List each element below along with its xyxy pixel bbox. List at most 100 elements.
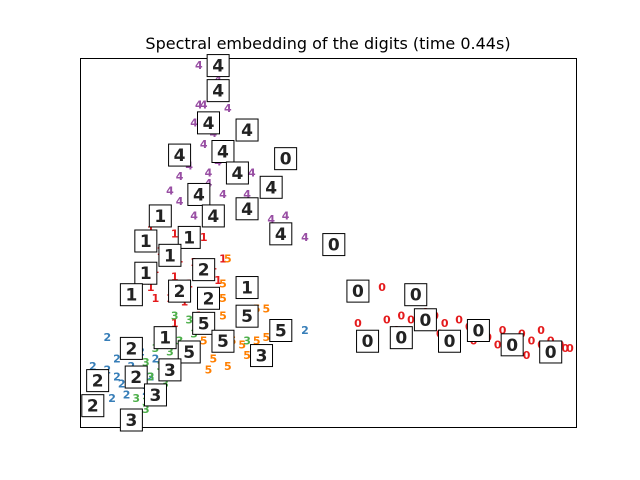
thumbnail-digit-glyph: 1 xyxy=(140,264,152,284)
thumbnail-digit-glyph: 4 xyxy=(193,185,205,205)
thumbnail-digit-glyph: 4 xyxy=(275,225,287,245)
point-digit-2: 2 xyxy=(301,324,309,337)
thumbnail-3: 3 xyxy=(119,408,143,432)
thumbnail-digit-glyph: 2 xyxy=(174,282,186,302)
thumbnail-5: 5 xyxy=(235,304,259,328)
thumbnail-digit-glyph: 0 xyxy=(444,332,456,352)
thumbnail-4: 4 xyxy=(259,175,283,199)
thumbnail-digit-glyph: 5 xyxy=(183,343,195,363)
thumbnail-frame xyxy=(119,336,143,360)
point-digit-5: 5 xyxy=(253,335,261,348)
thumbnail-frame xyxy=(81,394,105,418)
thumbnail-frame xyxy=(356,329,380,353)
thumbnail-digit-glyph: 2 xyxy=(203,289,215,309)
point-digit-5: 5 xyxy=(224,360,232,373)
point-digit-3: 3 xyxy=(185,313,193,326)
thumbnail-2: 2 xyxy=(119,336,143,360)
thumbnail-1: 1 xyxy=(235,276,259,300)
point-digit-4: 4 xyxy=(195,59,203,72)
thumbnail-1: 1 xyxy=(177,225,201,249)
thumbnail-4: 4 xyxy=(168,143,192,167)
thumbnail-4: 4 xyxy=(206,79,230,103)
point-digit-5: 5 xyxy=(219,310,227,323)
thumbnail-digit-glyph: 5 xyxy=(241,307,253,327)
point-digit-0: 0 xyxy=(354,317,362,330)
thumbnail-frame xyxy=(235,118,259,142)
point-digit-2: 2 xyxy=(89,360,97,373)
point-digit-5: 5 xyxy=(219,292,227,305)
thumbnail-digit-glyph: 1 xyxy=(159,329,171,349)
thumbnail-digit-glyph: 4 xyxy=(212,57,224,77)
point-digit-3: 3 xyxy=(243,335,251,348)
point-digit-2: 2 xyxy=(103,331,111,344)
thumbnail-frame xyxy=(539,340,563,364)
thumbnail-digit-glyph: 4 xyxy=(241,121,253,141)
thumbnail-frame xyxy=(269,319,293,342)
point-digit-5: 5 xyxy=(263,303,271,316)
thumbnail-frame xyxy=(269,222,293,246)
thumbnail-digit-glyph: 3 xyxy=(256,347,268,367)
thumbnail-digit-glyph: 4 xyxy=(217,143,229,163)
thumbnail-0: 0 xyxy=(413,308,437,332)
thumbnail-4: 4 xyxy=(206,54,230,78)
point-digit-2: 2 xyxy=(113,371,121,384)
point-digit-3: 3 xyxy=(147,371,155,384)
thumbnail-1: 1 xyxy=(134,261,158,285)
point-digit-4: 4 xyxy=(301,231,309,244)
thumbnail-0: 0 xyxy=(466,319,490,342)
thumbnail-digit-glyph: 0 xyxy=(395,329,407,349)
thumbnail-frame xyxy=(225,161,249,185)
thumbnail-5: 5 xyxy=(269,319,293,342)
point-digit-2: 2 xyxy=(108,392,116,405)
thumbnail-3: 3 xyxy=(158,358,182,382)
point-digit-4: 4 xyxy=(219,188,227,201)
thumbnail-frame xyxy=(86,369,110,393)
thumbnail-digit-glyph: 1 xyxy=(154,207,166,227)
point-digit-3: 3 xyxy=(171,310,179,323)
thumbnail-frame xyxy=(134,229,158,253)
point-digit-2: 2 xyxy=(152,353,160,366)
point-digit-0: 0 xyxy=(383,313,391,326)
thumbnail-3: 3 xyxy=(143,383,167,407)
thumbnail-0: 0 xyxy=(539,340,563,364)
point-digit-0: 0 xyxy=(561,342,569,355)
point-digit-4: 4 xyxy=(190,209,198,222)
thumbnail-1: 1 xyxy=(119,283,143,307)
thumbnail-frame xyxy=(235,197,259,221)
thumbnail-frame xyxy=(404,283,428,307)
thumbnail-0: 0 xyxy=(404,283,428,307)
point-digit-0: 0 xyxy=(494,338,502,351)
point-digit-0: 0 xyxy=(528,335,536,348)
thumbnail-digit-glyph: 0 xyxy=(362,332,374,352)
point-digit-4: 4 xyxy=(200,138,208,151)
thumbnail-frame xyxy=(250,344,274,368)
thumbnail-frame xyxy=(177,340,201,364)
point-digit-5: 5 xyxy=(219,277,227,290)
point-digit-0: 0 xyxy=(441,317,449,330)
chart-title: Spectral embedding of the digits (time 0… xyxy=(145,34,510,53)
thumbnail-1: 1 xyxy=(134,229,158,253)
thumbnail-1: 1 xyxy=(153,326,177,350)
point-digit-5: 5 xyxy=(205,363,213,376)
thumbnail-digit-glyph: 1 xyxy=(125,286,137,306)
thumbnail-frame xyxy=(235,276,259,300)
point-digit-4: 4 xyxy=(200,98,208,111)
point-digit-5: 5 xyxy=(209,353,217,366)
thumbnail-frame xyxy=(177,225,201,249)
point-digit-4: 4 xyxy=(243,188,251,201)
thumbnail-frame xyxy=(124,365,148,389)
point-digit-5: 5 xyxy=(238,338,246,351)
thumbnail-frame xyxy=(206,54,230,78)
thumbnail-4: 4 xyxy=(211,140,235,163)
thumbnail-1: 1 xyxy=(148,204,172,228)
thumbnail-frame xyxy=(153,326,177,350)
thumbnail-digit-glyph: 0 xyxy=(352,282,364,302)
thumbnail-digit-glyph: 3 xyxy=(150,386,162,406)
thumbnail-0: 0 xyxy=(438,329,461,353)
point-digit-4: 4 xyxy=(195,98,203,111)
point-digit-0: 0 xyxy=(407,313,415,326)
thumbnail-frame xyxy=(158,243,182,267)
thumbnail-4: 4 xyxy=(201,204,225,228)
thumbnail-frame xyxy=(134,261,158,285)
point-digit-2: 2 xyxy=(123,388,131,401)
